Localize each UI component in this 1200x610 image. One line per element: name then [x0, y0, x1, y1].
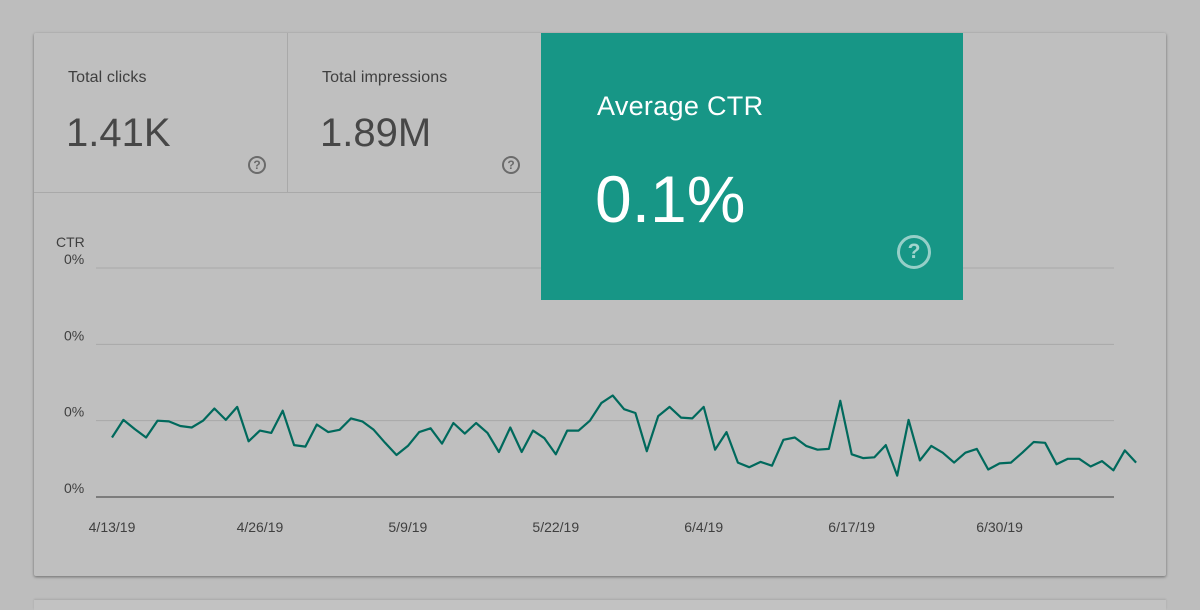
x-tick-label: 5/9/19: [388, 519, 427, 535]
y-tick-label: 0%: [64, 480, 84, 496]
total-clicks-label: Total clicks: [68, 69, 147, 86]
x-tick-label: 4/13/19: [89, 519, 136, 535]
y-tick-label: 0%: [64, 327, 84, 343]
performance-card: Total clicks 1.41K ? Total impressions 1…: [34, 33, 1166, 576]
total-impressions-label: Total impressions: [322, 69, 448, 86]
help-circle-icon[interactable]: ?: [248, 156, 266, 174]
average-ctr-tile[interactable]: Average CTR 0.1% ?: [541, 33, 963, 300]
average-ctr-value: 0.1%: [595, 162, 746, 236]
average-ctr-label: Average CTR: [597, 91, 764, 121]
ctr-series-line[interactable]: [111, 394, 1137, 477]
x-tick-label: 6/4/19: [684, 519, 723, 535]
help-circle-icon[interactable]: ?: [502, 156, 520, 174]
total-impressions-value: 1.89M: [320, 111, 432, 155]
total-impressions-tile[interactable]: Total impressions 1.89M ?: [288, 33, 542, 193]
x-tick-label: 6/17/19: [828, 519, 875, 535]
y-tick-label: 0%: [64, 251, 84, 267]
x-tick-label: 4/26/19: [237, 519, 284, 535]
help-circle-icon[interactable]: ?: [897, 235, 931, 269]
total-clicks-value: 1.41K: [66, 111, 171, 155]
next-card-edge: [34, 600, 1166, 610]
y-tick-label: 0%: [64, 404, 84, 420]
total-clicks-tile[interactable]: Total clicks 1.41K ?: [34, 33, 288, 193]
x-tick-label: 5/22/19: [532, 519, 579, 535]
x-tick-label: 6/30/19: [976, 519, 1023, 535]
y-axis-label: CTR: [56, 234, 85, 250]
